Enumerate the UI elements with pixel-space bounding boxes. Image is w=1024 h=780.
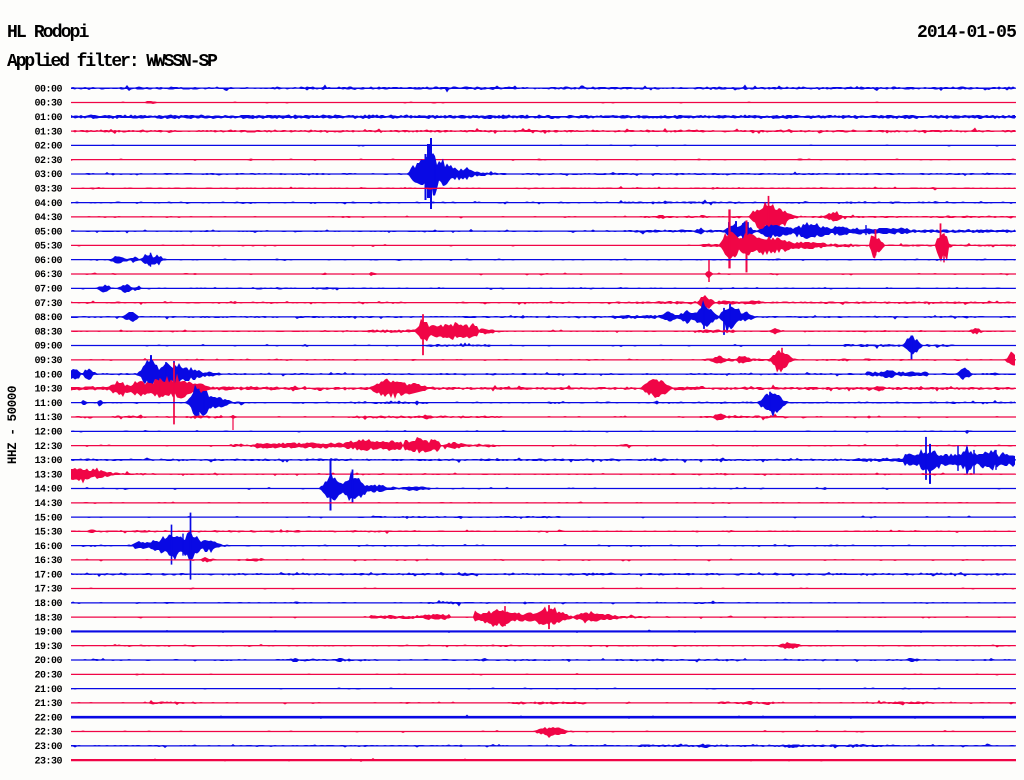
svg-text:13:30: 13:30 — [34, 470, 62, 481]
svg-text:05:00: 05:00 — [34, 227, 62, 238]
svg-text:11:00: 11:00 — [34, 399, 62, 410]
svg-text:03:30: 03:30 — [34, 185, 62, 196]
svg-text:20:30: 20:30 — [34, 671, 62, 682]
svg-text:00:30: 00:30 — [34, 99, 62, 110]
svg-text:13:00: 13:00 — [34, 456, 62, 467]
svg-text:16:00: 16:00 — [34, 542, 62, 553]
svg-text:23:30: 23:30 — [34, 756, 62, 767]
svg-text:22:00: 22:00 — [34, 713, 62, 724]
svg-text:19:30: 19:30 — [34, 642, 62, 653]
svg-text:08:30: 08:30 — [34, 327, 62, 338]
svg-text:23:00: 23:00 — [34, 742, 62, 753]
svg-text:06:00: 06:00 — [34, 256, 62, 267]
svg-text:22:30: 22:30 — [34, 728, 62, 739]
svg-text:10:00: 10:00 — [34, 370, 62, 381]
svg-text:16:30: 16:30 — [34, 556, 62, 567]
svg-text:01:00: 01:00 — [34, 113, 62, 124]
svg-text:14:30: 14:30 — [34, 499, 62, 510]
svg-text:17:30: 17:30 — [34, 585, 62, 596]
svg-text:09:30: 09:30 — [34, 356, 62, 367]
svg-text:03:00: 03:00 — [34, 170, 62, 181]
svg-text:10:30: 10:30 — [34, 385, 62, 396]
svg-text:04:30: 04:30 — [34, 213, 62, 224]
svg-text:21:00: 21:00 — [34, 685, 62, 696]
svg-text:02:30: 02:30 — [34, 156, 62, 167]
svg-text:07:00: 07:00 — [34, 285, 62, 296]
svg-text:14:00: 14:00 — [34, 485, 62, 496]
svg-text:18:00: 18:00 — [34, 599, 62, 610]
svg-text:04:00: 04:00 — [34, 199, 62, 210]
svg-text:15:00: 15:00 — [34, 513, 62, 524]
svg-text:05:30: 05:30 — [34, 242, 62, 253]
svg-text:02:00: 02:00 — [34, 142, 62, 153]
svg-text:12:00: 12:00 — [34, 428, 62, 439]
svg-text:15:30: 15:30 — [34, 528, 62, 539]
svg-text:17:00: 17:00 — [34, 570, 62, 581]
svg-text:01:30: 01:30 — [34, 127, 62, 138]
svg-text:20:00: 20:00 — [34, 656, 62, 667]
svg-text:08:00: 08:00 — [34, 313, 62, 324]
svg-text:18:30: 18:30 — [34, 613, 62, 624]
svg-text:06:30: 06:30 — [34, 270, 62, 281]
svg-text:07:30: 07:30 — [34, 299, 62, 310]
svg-text:21:30: 21:30 — [34, 699, 62, 710]
svg-text:09:00: 09:00 — [34, 342, 62, 353]
svg-text:11:30: 11:30 — [34, 413, 62, 424]
svg-text:19:00: 19:00 — [34, 628, 62, 639]
svg-text:12:30: 12:30 — [34, 442, 62, 453]
svg-text:00:00: 00:00 — [34, 84, 62, 95]
